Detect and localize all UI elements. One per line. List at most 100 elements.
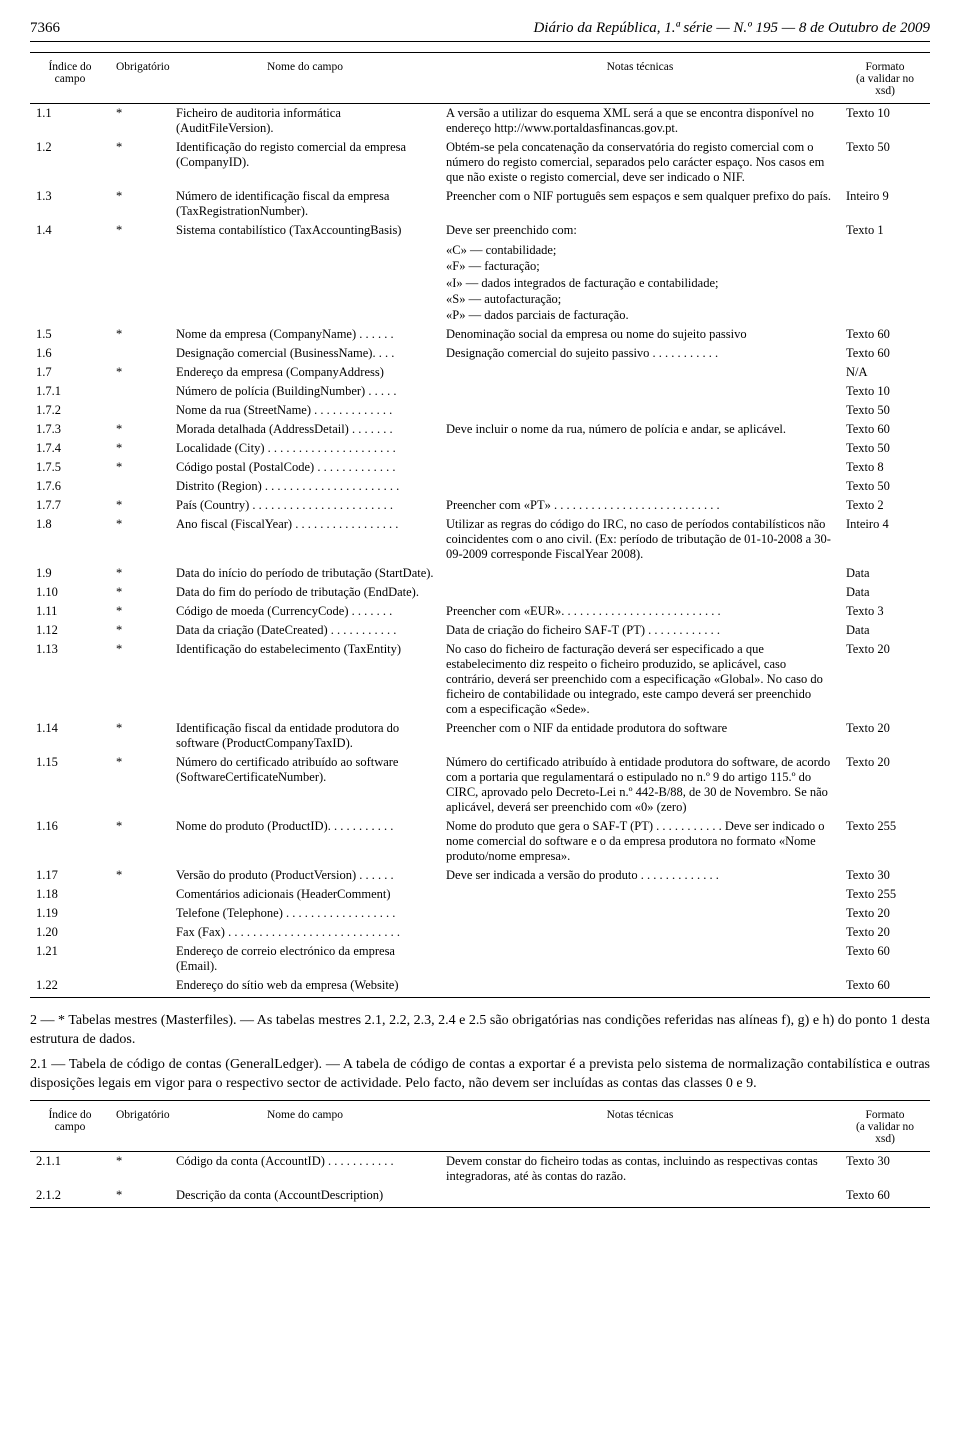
field-mandatory: * <box>110 420 170 439</box>
field-name: Identificação do registo comercial da em… <box>170 138 440 187</box>
field-notes: Denominação social da empresa ou nome do… <box>440 325 840 344</box>
field-format: Texto 20 <box>840 923 930 942</box>
field-name: Morada detalhada (AddressDetail) . . . .… <box>170 420 440 439</box>
field-notes <box>440 942 840 976</box>
field-format: Texto 60 <box>840 325 930 344</box>
field-mandatory: * <box>110 753 170 817</box>
field-index: 1.16 <box>30 817 110 866</box>
field-mandatory <box>110 976 170 995</box>
table-row: 1.22Endereço do sítio web da empresa (We… <box>30 976 930 995</box>
field-mandatory: * <box>110 458 170 477</box>
field-index: 1.17 <box>30 866 110 885</box>
table-row: 1.7.5*Código postal (PostalCode) . . . .… <box>30 458 930 477</box>
field-name: Sistema contabilístico (TaxAccountingBas… <box>170 221 440 240</box>
field-format: Texto 10 <box>840 104 930 139</box>
field-mandatory <box>110 923 170 942</box>
table-row: 1.13*Identificação do estabelecimento (T… <box>30 640 930 719</box>
field-name: País (Country) . . . . . . . . . . . . .… <box>170 496 440 515</box>
field-index: 1.3 <box>30 187 110 221</box>
field-index: 1.2 <box>30 138 110 187</box>
field-mandatory: * <box>110 515 170 564</box>
table1-head: Índice do campo Obrigatório Nome do camp… <box>30 55 930 104</box>
table-row: 1.5*Nome da empresa (CompanyName) . . . … <box>30 325 930 344</box>
field-format: Texto 50 <box>840 401 930 420</box>
field-format: Texto 60 <box>840 976 930 995</box>
table-row: 2.1.1*Código da conta (AccountID) . . . … <box>30 1151 930 1186</box>
field-mandatory: * <box>110 564 170 583</box>
table-row: 1.10*Data do fim do período de tributaçã… <box>30 583 930 602</box>
field-name: Endereço da empresa (CompanyAddress) <box>170 363 440 382</box>
table-row: 2.1.2*Descrição da conta (AccountDescrip… <box>30 1186 930 1205</box>
field-name: Descrição da conta (AccountDescription) <box>170 1186 440 1205</box>
field-format: Inteiro 9 <box>840 187 930 221</box>
table-row: 1.7.6Distrito (Region) . . . . . . . . .… <box>30 477 930 496</box>
field-notes <box>440 382 840 401</box>
field-index: 1.7.5 <box>30 458 110 477</box>
field-notes: Preencher com o NIF da entidade produtor… <box>440 719 840 753</box>
col-nome-header: Nome do campo <box>170 55 440 104</box>
header-rule <box>30 41 930 42</box>
quote-block-body: «C» — contabilidade;«F» — facturação;«I»… <box>30 240 930 325</box>
col-idx-header-2: Índice do campo <box>30 1103 110 1152</box>
field-mandatory: * <box>110 363 170 382</box>
field-name: Telefone (Telephone) . . . . . . . . . .… <box>170 904 440 923</box>
field-notes <box>440 1186 840 1205</box>
field-notes: Deve ser preenchido com: <box>440 221 840 240</box>
field-index: 1.1 <box>30 104 110 139</box>
field-name: Nome da rua (StreetName) . . . . . . . .… <box>170 401 440 420</box>
field-mandatory <box>110 382 170 401</box>
field-name: Endereço de correio electrónico da empre… <box>170 942 440 976</box>
field-format: Texto 1 <box>840 221 930 240</box>
field-mandatory <box>110 401 170 420</box>
field-mandatory: * <box>110 640 170 719</box>
col-fmt-header: Formato (a validar no xsd) <box>840 55 930 104</box>
field-format: Texto 60 <box>840 420 930 439</box>
field-format: Inteiro 4 <box>840 515 930 564</box>
field-index: 1.6 <box>30 344 110 363</box>
field-name: Localidade (City) . . . . . . . . . . . … <box>170 439 440 458</box>
table-row: 1.3*Número de identificação fiscal da em… <box>30 187 930 221</box>
table2-head: Índice do campo Obrigatório Nome do camp… <box>30 1103 930 1152</box>
field-index: 1.22 <box>30 976 110 995</box>
field-mandatory: * <box>110 439 170 458</box>
para-generalledger: 2.1 — Tabela de código de contas (Genera… <box>30 1056 930 1094</box>
publication-title: Diário da República, 1.ª série — N.º 195… <box>533 20 930 37</box>
field-index: 1.4 <box>30 221 110 240</box>
field-mandatory: * <box>110 719 170 753</box>
field-notes: Deve incluir o nome da rua, número de po… <box>440 420 840 439</box>
table-row: 1.12*Data da criação (DateCreated) . . .… <box>30 621 930 640</box>
table-row: 1.2*Identificação do registo comercial d… <box>30 138 930 187</box>
table2-bottom-rule <box>30 1207 930 1208</box>
field-notes <box>440 885 840 904</box>
col-fmt-header-2: Formato (a validar no xsd) <box>840 1103 930 1152</box>
page-header: 7366 Diário da República, 1.ª série — N.… <box>30 20 930 37</box>
field-notes <box>440 904 840 923</box>
field-notes <box>440 583 840 602</box>
field-notes: Preencher com o NIF português sem espaço… <box>440 187 840 221</box>
field-notes: Utilizar as regras do código do IRC, no … <box>440 515 840 564</box>
field-name: Fax (Fax) . . . . . . . . . . . . . . . … <box>170 923 440 942</box>
table-row: 1.21Endereço de correio electrónico da e… <box>30 942 930 976</box>
field-index: 1.8 <box>30 515 110 564</box>
field-format: Texto 20 <box>840 753 930 817</box>
field-format: N/A <box>840 363 930 382</box>
field-notes: Preencher com «EUR». . . . . . . . . . .… <box>440 602 840 621</box>
field-index: 1.7.2 <box>30 401 110 420</box>
field-name: Data da criação (DateCreated) . . . . . … <box>170 621 440 640</box>
table2-body: 2.1.1*Código da conta (AccountID) . . . … <box>30 1151 930 1205</box>
table-row: 1.15*Número do certificado atribuído ao … <box>30 753 930 817</box>
field-mandatory <box>110 344 170 363</box>
field-notes: Número do certificado atribuído à entida… <box>440 753 840 817</box>
field-notes: Preencher com «PT» . . . . . . . . . . .… <box>440 496 840 515</box>
field-notes <box>440 363 840 382</box>
table-row: 1.7.2 Nome da rua (StreetName) . . . . . … <box>30 401 930 420</box>
field-mandatory: * <box>110 1186 170 1205</box>
field-index: 1.20 <box>30 923 110 942</box>
field-mandatory <box>110 942 170 976</box>
quote-line: «P» — dados parciais de facturação. <box>446 307 834 323</box>
field-index: 1.7.3 <box>30 420 110 439</box>
field-name: Número do certificado atribuído ao softw… <box>170 753 440 817</box>
col-idx-header: Índice do campo <box>30 55 110 104</box>
field-format: Texto 50 <box>840 439 930 458</box>
field-notes: Data de criação do ficheiro SAF-T (PT) .… <box>440 621 840 640</box>
